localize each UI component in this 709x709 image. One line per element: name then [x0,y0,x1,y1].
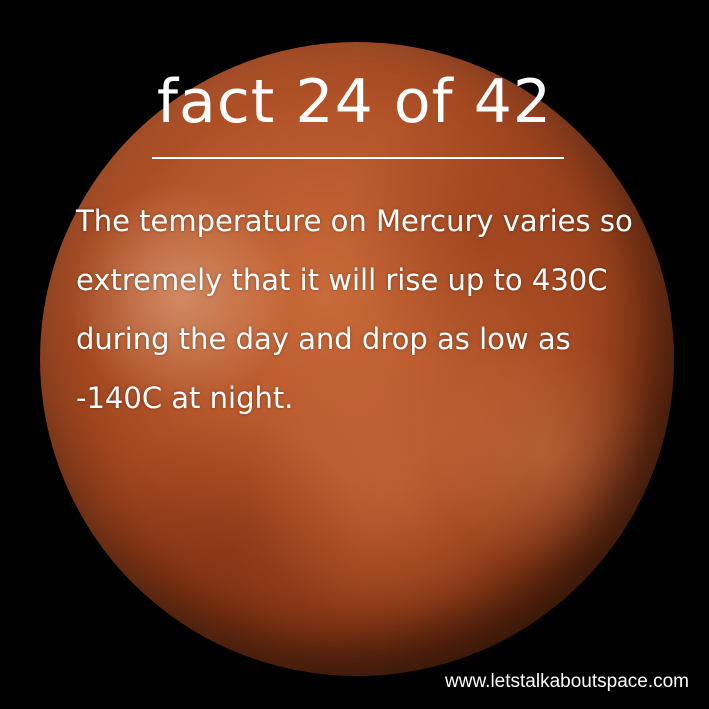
title-divider [152,157,564,159]
planet-image [40,42,674,676]
website-url: www.letstalkaboutspace.com [445,671,689,692]
fact-body: The temperature on Mercury varies so ext… [76,204,633,415]
fact-title: fact 24 of 42 [156,67,553,137]
